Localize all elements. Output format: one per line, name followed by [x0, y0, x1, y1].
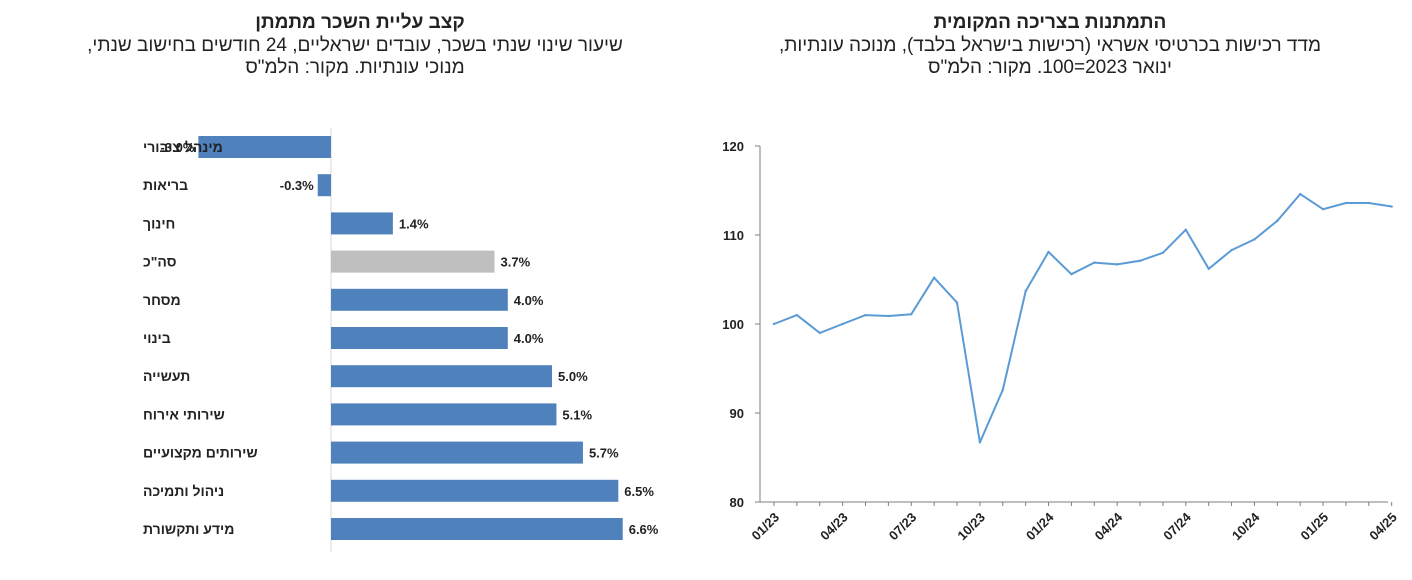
x-tick-label: 07/23	[886, 510, 920, 544]
data-label: 3.7%	[501, 255, 531, 270]
data-point	[1230, 248, 1233, 252]
data-point	[772, 322, 776, 326]
bar	[198, 136, 331, 158]
x-tick-label: 01/23	[749, 510, 783, 544]
category-label: סה"כ	[143, 254, 176, 270]
line-chart-subtitle-line: ינואר 2023=100. מקור: הלמ"ס	[928, 57, 1172, 78]
data-point	[1276, 219, 1279, 222]
data-label: 5.1%	[562, 407, 592, 422]
x-tick-label: 07/24	[1160, 509, 1194, 543]
category-label: מידע ותקשורת	[143, 521, 234, 537]
data-point	[1024, 289, 1027, 293]
x-tick-label: 10/23	[954, 510, 988, 544]
x-tick-label: 01/24	[1023, 509, 1057, 543]
category-label: שירותים מקצועיים	[143, 445, 258, 461]
x-tick-label: 04/23	[817, 510, 851, 544]
data-point	[795, 313, 799, 317]
data-label: 6.6%	[629, 522, 659, 537]
data-point	[1298, 192, 1302, 196]
data-point	[1093, 261, 1096, 264]
category-label: בריאות	[143, 177, 188, 193]
data-point	[1321, 207, 1325, 211]
data-point	[1047, 250, 1050, 254]
category-label: חינוך	[143, 215, 175, 231]
bar-chart-title: קצב עליית השכר מתמתן	[255, 12, 465, 33]
data-point	[1207, 267, 1210, 271]
data-point	[887, 314, 890, 318]
data-label: 4.0%	[514, 331, 544, 346]
y-tick-label: 80	[730, 495, 744, 510]
credit-card-index-line-chart: 80 90 100 110 120 01/23 04/23 07/23 10/23 01/24 04…	[722, 139, 1400, 544]
data-point	[1253, 238, 1256, 241]
bar	[331, 212, 393, 235]
data-label: 4.0%	[514, 293, 544, 308]
bar	[331, 250, 495, 273]
bar-chart-subtitle-line: שיעור שינוי שנתי בשכר, עובדים ישראליים, …	[87, 35, 623, 56]
data-point	[1367, 201, 1371, 205]
category-label: מסחר	[143, 292, 181, 308]
bar	[331, 479, 619, 502]
y-tick-label: 110	[723, 228, 744, 243]
data-label: 1.4%	[399, 216, 429, 231]
line-chart-subtitle: מדד רכישות בכרטיסי אשראי (רכישות בישראל …	[700, 35, 1400, 79]
y-tick-label: 90	[730, 406, 744, 421]
data-point	[1138, 259, 1142, 263]
data-point	[818, 331, 821, 335]
category-label: בינוי	[143, 330, 171, 346]
category-label: מינהל ציבורי	[143, 139, 223, 155]
bar	[331, 288, 508, 311]
data-point	[955, 301, 959, 304]
y-tick-label: 120	[722, 139, 744, 154]
data-point	[1390, 205, 1393, 208]
data-label: -3.0%	[160, 140, 194, 155]
data-label: 5.0%	[558, 369, 588, 384]
data-point	[910, 313, 913, 316]
wage-growth-bar-chart: מינהל ציבורי-3.0% בריאות -0.3% חינוך 1.4% סה"…	[143, 128, 659, 552]
data-point	[1115, 263, 1119, 266]
bar-chart-subtitle-line: מנוכי עונתיות. מקור: הלמ"ס	[245, 57, 465, 78]
data-point	[841, 322, 844, 326]
bar	[331, 441, 583, 464]
category-label: שירותי אירוח	[143, 406, 225, 422]
bar	[331, 365, 552, 388]
series-line	[773, 193, 1392, 444]
data-point	[1161, 251, 1165, 254]
data-point	[978, 441, 982, 444]
x-tick-label: 10/24	[1229, 509, 1263, 543]
line-chart-title: התמתנות בצריכה המקומית	[933, 12, 1167, 33]
data-point	[1184, 228, 1188, 231]
bar-chart-subtitle: שיעור שינוי שנתי בשכר, עובדים ישראליים, …	[10, 35, 700, 79]
data-label: 6.5%	[624, 484, 654, 499]
data-point	[1344, 201, 1348, 205]
y-tick-label: 100	[722, 317, 744, 332]
bar	[331, 518, 623, 540]
bar	[331, 403, 557, 426]
x-tick-label: 01/25	[1298, 510, 1332, 544]
line-chart-subtitle-line: מדד רכישות בכרטיסי אשראי (רכישות בישראל …	[778, 35, 1322, 56]
data-point	[932, 276, 936, 279]
data-point	[864, 313, 867, 317]
bar	[317, 174, 331, 197]
category-label: תעשייה	[143, 368, 190, 384]
data-point	[1070, 272, 1073, 276]
category-label: ניהול ותמיכה	[143, 483, 224, 499]
x-tick-label: 04/24	[1092, 509, 1126, 543]
data-label: 5.7%	[589, 446, 619, 461]
data-label: -0.3%	[280, 178, 314, 193]
data-point	[1001, 388, 1004, 392]
x-tick-label: 04/25	[1366, 510, 1400, 544]
bar	[331, 327, 508, 349]
